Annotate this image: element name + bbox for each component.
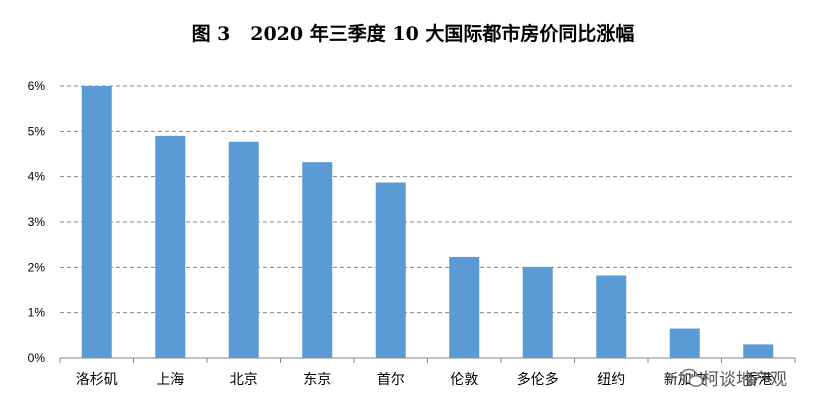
bar (302, 162, 333, 358)
bar (155, 135, 186, 358)
bar (596, 275, 627, 358)
bars (81, 86, 774, 358)
category-label: 东京 (303, 372, 331, 388)
wechat-icon (680, 368, 704, 387)
bar (522, 266, 553, 358)
y-tick-label: 2% (28, 260, 46, 274)
chart-title: 图 3 2020 年三季度 10 大国际都市房价同比涨幅 (192, 22, 635, 45)
category-labels: 洛杉矶 上海 北京 东京 首尔 伦敦 多伦多 纽约 新加坡 香港 (76, 371, 773, 388)
category-label: 伦敦 (450, 372, 478, 388)
bar (375, 182, 406, 358)
y-tick-label: 4% (28, 170, 46, 184)
watermark: 柯谈地产观 (680, 368, 787, 390)
y-tick-label: 0% (28, 351, 46, 365)
y-tick-label: 5% (28, 124, 46, 138)
x-axis-ticks (59, 358, 796, 363)
category-label: 北京 (230, 372, 258, 388)
y-axis-ticks: 0% 1% 2% 3% 4% 5% 6% (28, 79, 46, 365)
bar (669, 328, 700, 358)
bar (81, 86, 112, 358)
category-label: 上海 (156, 372, 184, 388)
y-tick-label: 1% (28, 306, 46, 320)
y-tick-label: 3% (28, 215, 46, 229)
category-label: 洛杉矶 (76, 372, 118, 388)
bar (228, 141, 259, 358)
category-label: 纽约 (597, 372, 625, 388)
bar (743, 344, 774, 358)
bar (449, 256, 480, 358)
category-label: 首尔 (377, 372, 405, 388)
watermark-text: 柯谈地产观 (702, 370, 787, 390)
category-label: 香港 (744, 372, 772, 388)
category-label: 多伦多 (517, 371, 559, 388)
y-tick-label: 6% (28, 79, 46, 93)
